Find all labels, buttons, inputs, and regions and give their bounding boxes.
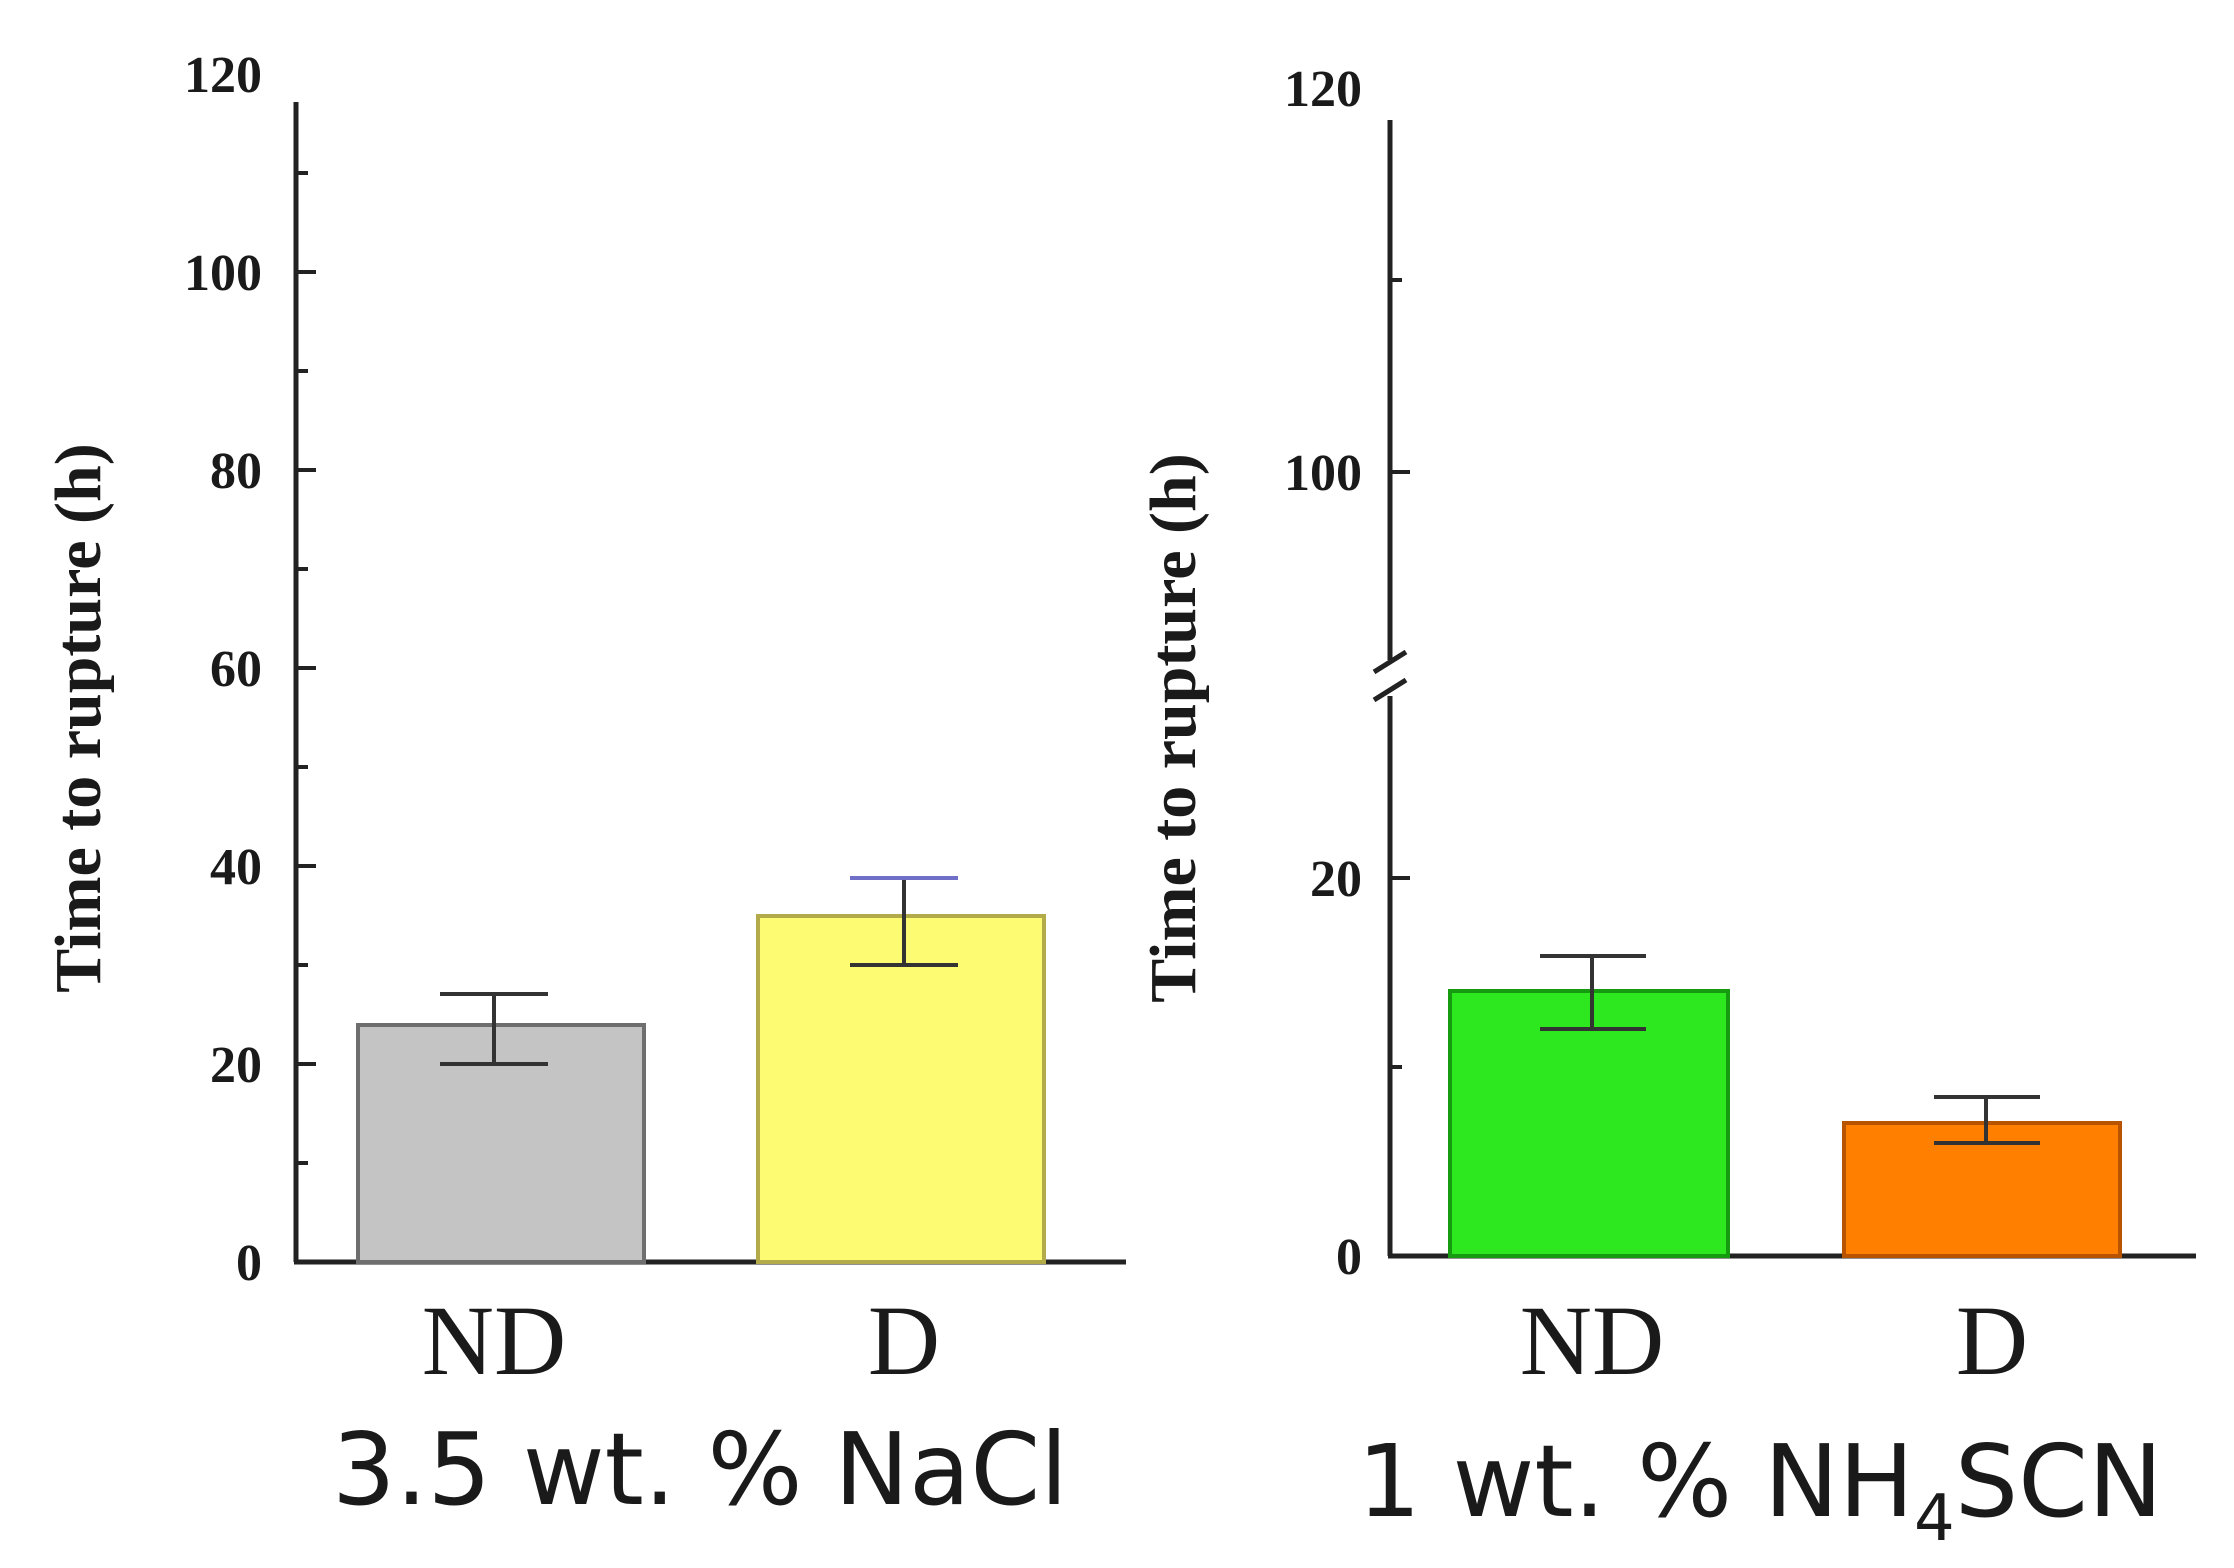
right-bar-nd [1448,989,1730,1258]
right-tick-label-120: 120 [1284,61,1362,118]
left-errorbar-nd [440,992,548,1066]
left-errorbar-d [850,876,958,967]
left-ticks [296,171,316,1264]
right-category-nd: ND [1520,1285,1664,1396]
left-category-nd: ND [422,1285,566,1396]
left-tick-label-100: 100 [184,245,262,302]
right-tick-label-20: 20 [1310,851,1362,908]
right-title-subscript: 4 [1914,1482,1955,1556]
axis-break-icon [1372,649,1408,703]
left-bar-nd [356,1023,646,1264]
left-tick-label-80: 80 [210,443,262,500]
left-category-d: D [868,1285,940,1396]
left-tick-label-60: 60 [210,641,262,698]
right-chart-title: 1 wt. % NH4SCN [1357,1423,2163,1556]
right-tick-label-0: 0 [1336,1229,1362,1286]
left-bar-d [756,914,1046,1264]
left-chart-title: 3.5 wt. % NaCl [332,1411,1068,1528]
right-errorbar-d [1934,1095,2040,1145]
right-title-main: 1 wt. % NH [1357,1423,1914,1540]
right-tick-label-100: 100 [1284,445,1362,502]
right-category-d: D [1956,1285,2028,1396]
left-tick-label-120: 120 [184,47,262,104]
right-errorbar-nd [1540,954,1646,1031]
left-tick-label-20: 20 [210,1037,262,1094]
right-title-suffix: SCN [1955,1423,2163,1540]
left-y-axis-title: Time to rupture (h) [42,443,115,992]
right-ticks [1390,278,1410,1258]
left-tick-label-40: 40 [210,839,262,896]
left-tick-label-0: 0 [236,1235,262,1292]
right-y-axis-title: Time to rupture (h) [1137,453,1210,1002]
chart-left: 0 20 40 60 80 100 120 Time to rupture (h… [42,47,1126,1528]
right-bar-d [1842,1121,2122,1258]
chart-right: 0 20 100 120 Time to rupture (h) ND D 1 … [1137,61,2196,1556]
